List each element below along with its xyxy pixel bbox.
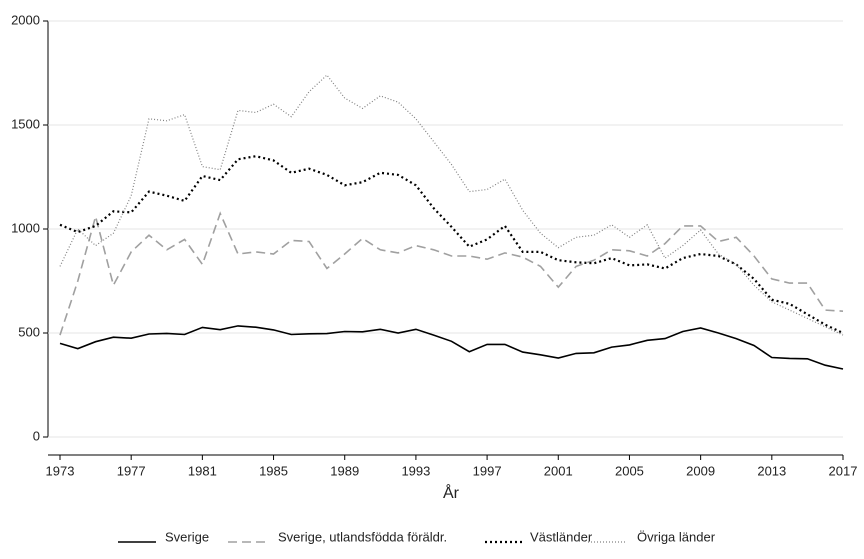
x-tick-label: 1981: [188, 463, 217, 478]
legend-label: Övriga länder: [637, 529, 716, 544]
y-tick-label: 0: [33, 428, 40, 443]
series-line: [59, 74, 844, 336]
y-tick-label: 1000: [11, 220, 40, 235]
x-tick-label: 1997: [473, 463, 502, 478]
legend-label: Västländer: [530, 529, 593, 544]
x-tick-label: 1973: [46, 463, 75, 478]
x-tick-label: 1993: [401, 463, 430, 478]
series-line: [59, 211, 844, 336]
y-tick-label: 2000: [11, 12, 40, 27]
y-tick-label: 1500: [11, 116, 40, 131]
legend-label: Sverige, utlandsfödda föräldr.: [278, 529, 447, 544]
x-tick-label: 1985: [259, 463, 288, 478]
x-tick-label: 2017: [829, 463, 858, 478]
legend-label: Sverige: [165, 529, 209, 544]
x-tick-label: 2001: [544, 463, 573, 478]
x-axis-label: År: [443, 483, 460, 502]
series-line: [59, 155, 844, 334]
x-tick-label: 1989: [330, 463, 359, 478]
x-tick-label: 1977: [117, 463, 146, 478]
x-tick-label: 2013: [757, 463, 786, 478]
y-tick-label: 500: [18, 324, 40, 339]
x-tick-label: 2009: [686, 463, 715, 478]
x-tick-label: 2005: [615, 463, 644, 478]
series-line: [59, 325, 844, 370]
